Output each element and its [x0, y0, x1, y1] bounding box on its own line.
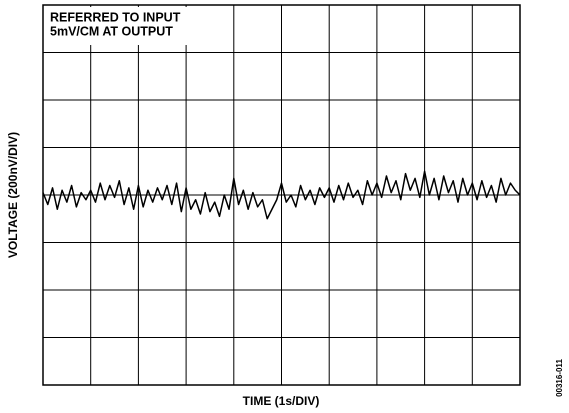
plot-frame: [42, 4, 521, 386]
figure-id: 00316-011: [555, 359, 564, 397]
y-axis-label: VOLTAGE (200nV/DIV): [6, 132, 20, 258]
annotation-line: REFERRED TO INPUT: [50, 10, 181, 24]
x-axis-label: TIME (1s/DIV): [243, 394, 320, 408]
noise-trace: [42, 170, 521, 220]
annotation-box: [45, 7, 230, 45]
annotation-line: 5mV/CM AT OUTPUT: [50, 24, 173, 38]
